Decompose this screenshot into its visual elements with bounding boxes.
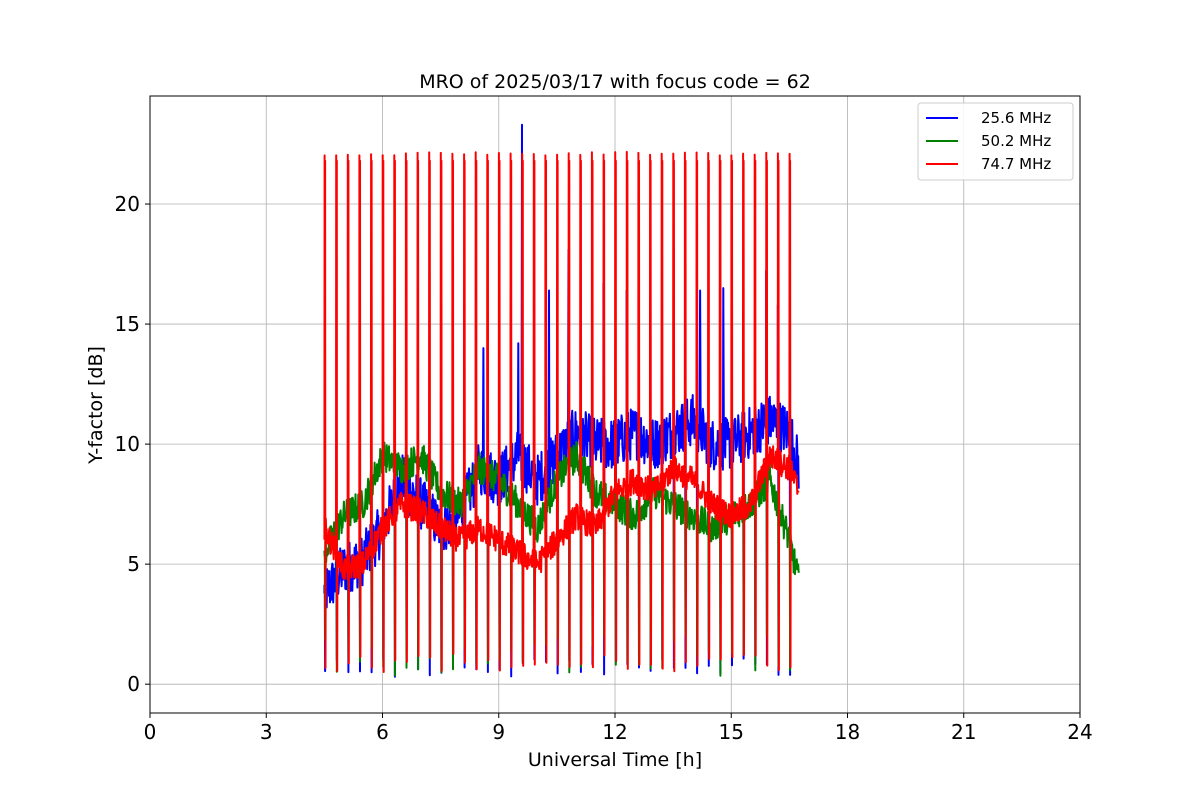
x-axis: 0 3 6 9 12 15 18 21 24 bbox=[144, 713, 1093, 744]
x-tick-label: 21 bbox=[951, 720, 976, 744]
x-tick-label: 6 bbox=[376, 720, 389, 744]
y-axis-label: Y-factor [dB] bbox=[85, 346, 107, 465]
x-tick-label: 3 bbox=[260, 720, 273, 744]
y-tick-label: 20 bbox=[115, 192, 140, 216]
chart-title: MRO of 2025/03/17 with focus code = 62 bbox=[419, 71, 811, 93]
y-tick-label: 5 bbox=[127, 552, 140, 576]
legend-label: 74.7 MHz bbox=[981, 155, 1051, 173]
plot-area bbox=[323, 123, 800, 678]
y-tick-label: 10 bbox=[115, 432, 140, 456]
legend-box bbox=[917, 102, 1074, 181]
legend: 25.6 MHz 50.2 MHz 74.7 MHz bbox=[917, 102, 1074, 181]
x-tick-label: 24 bbox=[1067, 720, 1092, 744]
legend-label: 25.6 MHz bbox=[981, 109, 1051, 127]
y-axis: 0 5 10 15 20 bbox=[115, 192, 150, 696]
series-line-2 bbox=[323, 150, 800, 673]
x-axis-label: Universal Time [h] bbox=[528, 749, 702, 771]
x-tick-label: 18 bbox=[835, 720, 860, 744]
y-tick-label: 0 bbox=[127, 672, 140, 696]
x-tick-label: 12 bbox=[602, 720, 627, 744]
legend-label: 50.2 MHz bbox=[981, 132, 1051, 150]
x-tick-label: 15 bbox=[719, 720, 744, 744]
x-tick-label: 0 bbox=[144, 720, 157, 744]
x-tick-label: 9 bbox=[492, 720, 505, 744]
y-tick-label: 15 bbox=[115, 312, 140, 336]
